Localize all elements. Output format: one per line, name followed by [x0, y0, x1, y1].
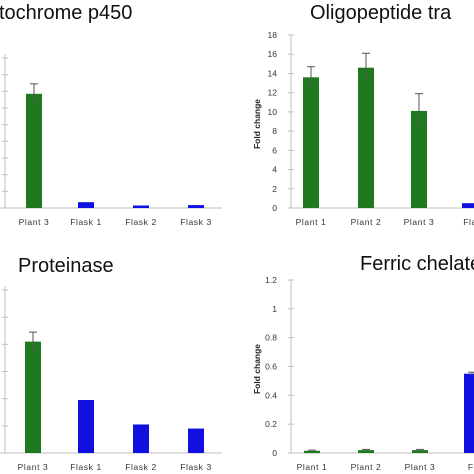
bar: [188, 205, 204, 208]
chart-title: Ferric chelate r: [360, 253, 474, 275]
bar: [412, 450, 428, 453]
y-tick-label: 16: [268, 49, 278, 59]
bar: [78, 202, 94, 208]
y-tick-label: 0.6: [265, 362, 277, 372]
y-tick-label: 18: [268, 30, 278, 40]
bar: [464, 373, 474, 453]
y-tick-label: 14: [268, 68, 278, 78]
y-tick-label: 8: [272, 126, 277, 136]
y-tick-label: 4: [272, 165, 277, 175]
chart-title: Oligopeptide tra: [310, 2, 452, 24]
bar: [411, 110, 427, 208]
bar: [358, 450, 374, 453]
x-tick-label: Plant 3: [18, 462, 49, 472]
bar: [25, 341, 41, 453]
x-tick-label: Plant 3: [404, 217, 435, 227]
chart-panel-oligopeptide-transporter: Oligopeptide tra Fold change 0 2 4 6 8 10 12 14…: [252, 2, 474, 227]
y-tick-label: 0.4: [265, 390, 277, 400]
chart-panel-cytochrome-p450: tochrome p450 Plant 3 Flask 1 Flask 2 Flask…: [0, 2, 222, 227]
chart-title: Proteinase: [18, 255, 114, 277]
x-tick-label: Plant 2: [351, 217, 382, 227]
y-axis-label: Fold change: [252, 99, 262, 149]
bar: [462, 203, 474, 208]
y-tick-label: 10: [268, 107, 278, 117]
chart-title: tochrome p450: [0, 2, 132, 24]
x-tick-label: Plant 2: [351, 462, 382, 472]
y-tick-label: 0.2: [265, 419, 277, 429]
bar: [188, 428, 204, 453]
y-axis-label: Fold change: [252, 344, 262, 394]
x-tick-label: Flask 1: [70, 462, 102, 472]
bar: [78, 400, 94, 453]
x-tick-label: Flask 2: [125, 462, 157, 472]
y-tick-label: 12: [268, 88, 278, 98]
y-tick-label: 1: [272, 304, 277, 314]
chart-panel-ferric-chelate-reductase: Ferric chelate r Fold change 0 0.2 0.4 0.6 0…: [252, 253, 474, 472]
bar: [133, 205, 149, 208]
x-tick-label: Flask 2: [125, 217, 157, 227]
bar: [26, 93, 42, 208]
x-tick-label: Plant 1: [297, 462, 328, 472]
bar: [358, 67, 374, 208]
x-tick-label: Plant 3: [405, 462, 436, 472]
y-tick-label: 0.8: [265, 333, 277, 343]
bar: [303, 77, 319, 209]
bar: [304, 450, 320, 453]
x-tick-label: Fla: [463, 217, 474, 227]
x-tick-label: Fl: [468, 462, 474, 472]
chart-panel-proteinase: Proteinase Plant 3 Flask 1 Flask 2 Flask 3: [0, 255, 222, 472]
x-tick-label: Flask 3: [180, 217, 212, 227]
y-tick-label: 0: [272, 448, 277, 458]
x-tick-label: Flask 1: [70, 217, 102, 227]
x-tick-label: Plant 3: [19, 217, 50, 227]
y-tick-label: 6: [272, 145, 277, 155]
y-tick-label: 0: [272, 203, 277, 213]
x-tick-label: Flask 3: [180, 462, 212, 472]
y-tick-label: 2: [272, 184, 277, 194]
bar: [133, 424, 149, 453]
y-tick-label: 1.2: [265, 275, 277, 285]
x-tick-label: Plant 1: [296, 217, 327, 227]
